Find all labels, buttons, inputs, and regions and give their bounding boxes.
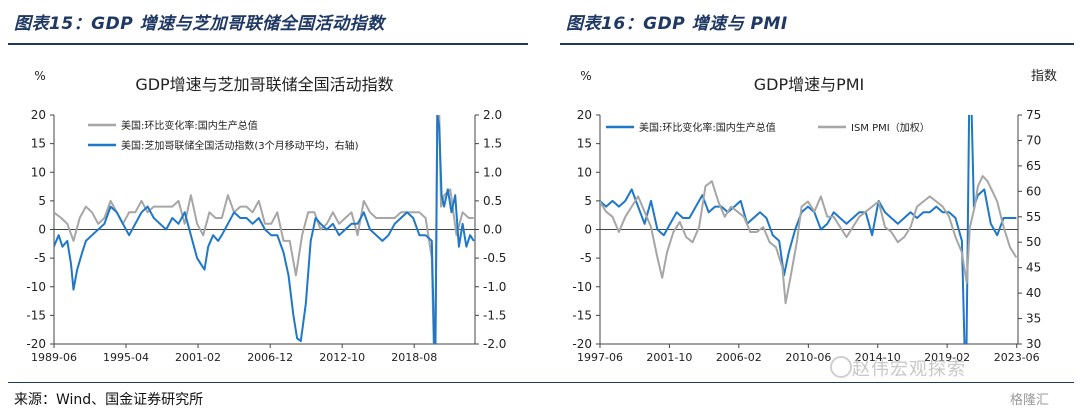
left-tick-label: -10 [572, 280, 592, 294]
x-tick-label: 1995-04 [103, 351, 149, 364]
chart-gdp-vs-cfnai: GDP增速与芝加哥联储全国活动指数% -20 -15 -10 -5 0 5 10 15 20 -2.… [26, 69, 506, 364]
left-tick-label: -5 [580, 251, 592, 265]
left-tick-label: 5 [584, 194, 592, 208]
legend-label: 美国:环比变化率:国内生产总值 [639, 121, 776, 134]
right-tick-label: 70 [1026, 133, 1041, 147]
series-line-0 [54, 115, 474, 344]
right-tick-label: 1.5 [483, 137, 502, 151]
x-tick-label: 2023-06 [994, 351, 1040, 364]
source-note: 来源：Wind、国金证券研究所 [14, 392, 204, 408]
x-tick-label: 2010-06 [785, 351, 831, 364]
watermark-wechat-icon [830, 356, 852, 378]
series-line-1 [600, 175, 1018, 305]
figure-16-header: 图表16：GDP 增速与 PMI [566, 14, 788, 34]
right-tick-label: 2.0 [483, 108, 502, 122]
left-tick-label: -20 [572, 337, 592, 351]
left-tick-label: 0 [584, 223, 592, 237]
right-tick-label: 35 [1026, 312, 1041, 326]
left-tick-label: 10 [31, 165, 46, 179]
left-tick-label: -10 [26, 280, 46, 294]
left-axis-unit: % [34, 69, 45, 83]
right-tick-label: 0.0 [483, 223, 502, 237]
chart-title: GDP增速与芝加哥联储全国活动指数 [135, 75, 393, 94]
left-tick-label: 5 [38, 194, 46, 208]
x-tick-label: 1997-06 [577, 351, 623, 364]
right-tick-label: 75 [1026, 108, 1041, 122]
header-rule-right [560, 43, 1074, 45]
corner-watermark: 格隆汇 [1010, 393, 1050, 408]
x-tick-label: 2019-02 [924, 351, 970, 364]
right-tick-label: 40 [1026, 286, 1041, 300]
right-tick-label: -1.5 [483, 308, 506, 322]
right-axis-unit: 指数 [1031, 69, 1057, 84]
left-tick-label: 0 [38, 223, 46, 237]
series-line-1 [54, 115, 475, 344]
x-tick-label: 2001-10 [646, 351, 692, 364]
right-tick-label: -1.0 [483, 280, 506, 294]
right-tick-label: -2.0 [483, 337, 506, 351]
right-tick-label: 45 [1026, 261, 1041, 275]
right-tick-label: 1.0 [483, 165, 502, 179]
left-tick-label: 15 [577, 137, 592, 151]
left-tick-label: 10 [577, 165, 592, 179]
right-tick-label: 30 [1026, 337, 1041, 351]
legend-label: 美国:芝加哥联储全国活动指数(3个月移动平均，右轴) [121, 139, 359, 152]
left-tick-label: -20 [26, 337, 46, 351]
x-tick-label: 2001-02 [175, 351, 221, 364]
source-rule [8, 382, 1074, 383]
x-tick-label: 2018-08 [391, 351, 437, 364]
right-tick-label: 60 [1026, 184, 1041, 198]
x-tick-label: 2014-10 [855, 351, 901, 364]
right-tick-label: 0.5 [483, 194, 502, 208]
left-tick-label: 20 [577, 108, 592, 122]
left-tick-label: -15 [26, 308, 46, 322]
x-tick-label: 2006-02 [716, 351, 762, 364]
chart-title: GDP增速与PMI [754, 75, 865, 94]
x-tick-label: 1989-06 [31, 351, 77, 364]
left-tick-label: -5 [34, 251, 46, 265]
left-axis-unit: % [580, 69, 591, 83]
series-line-0 [600, 115, 1017, 344]
watermark-text: 赵伟宏观探索 [852, 359, 966, 380]
left-tick-label: -15 [572, 308, 592, 322]
left-tick-label: 20 [31, 108, 46, 122]
x-tick-label: 2012-10 [319, 351, 365, 364]
figure-15-header: 图表15：GDP 增速与芝加哥联储全国活动指数 [14, 14, 385, 34]
right-tick-label: -0.5 [483, 251, 506, 265]
x-tick-label: 2006-12 [247, 351, 293, 364]
right-tick-label: 65 [1026, 159, 1041, 173]
header-rule-left [8, 43, 528, 45]
left-tick-label: 15 [31, 137, 46, 151]
legend-label: ISM PMI（加权） [851, 121, 930, 134]
legend-label: 美国:环比变化率:国内生产总值 [121, 119, 258, 132]
chart-gdp-vs-pmi: GDP增速与PMI% 指数 -20 -15 -10 -5 0 5 10 15 20 30 35 40 45 5… [572, 69, 1057, 364]
right-tick-label: 55 [1026, 210, 1041, 224]
right-tick-label: 50 [1026, 235, 1041, 249]
